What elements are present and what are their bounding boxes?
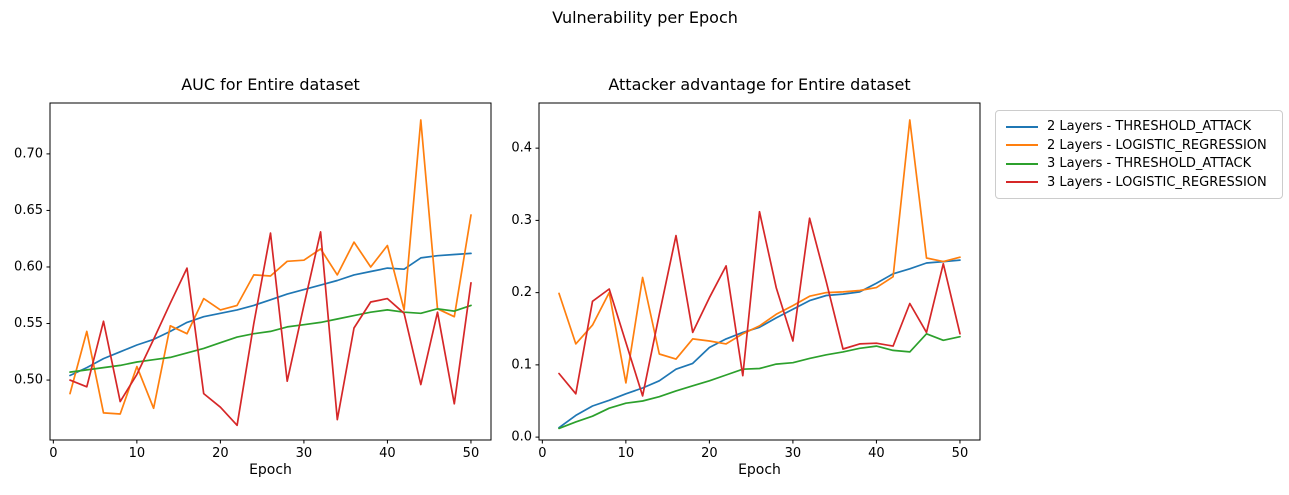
legend-line-sample-icon <box>1006 125 1038 128</box>
y-tick-label: 0.1 <box>511 357 532 372</box>
x-tick-label: 0 <box>538 446 546 461</box>
legend-item: 3 Layers - LOGISTIC_REGRESSION <box>1006 175 1272 190</box>
y-tick-label: 0.60 <box>14 259 43 274</box>
x-tick-label: 50 <box>952 446 969 461</box>
auc-chart-title: AUC for Entire dataset <box>181 75 360 94</box>
legend: 2 Layers - THRESHOLD_ATTACK 2 Layers - L… <box>995 110 1283 199</box>
plot-spines <box>538 102 981 441</box>
x-tick-label: 30 <box>296 446 313 461</box>
legend-item-label: 3 Layers - LOGISTIC_REGRESSION <box>1047 174 1267 190</box>
x-tick-label: 10 <box>618 446 635 461</box>
y-tick-label: 0.55 <box>14 316 43 331</box>
x-tick-label: 20 <box>701 446 718 461</box>
series-line <box>558 119 961 384</box>
x-tick-label: 20 <box>212 446 229 461</box>
legend-item: 2 Layers - LOGISTIC_REGRESSION <box>1006 138 1272 153</box>
series-line <box>69 231 472 427</box>
x-tick-label: 40 <box>379 446 396 461</box>
legend-line-sample-icon <box>1006 181 1038 184</box>
legend-item: 3 Layers - THRESHOLD_ATTACK <box>1006 156 1272 171</box>
legend-item-label: 2 Layers - LOGISTIC_REGRESSION <box>1047 137 1267 153</box>
legend-item-label: 3 Layers - THRESHOLD_ATTACK <box>1047 156 1252 172</box>
y-tick-label: 0.50 <box>14 373 43 388</box>
x-tick-label: 40 <box>868 446 885 461</box>
legend-item: 2 Layers - THRESHOLD_ATTACK <box>1006 119 1272 134</box>
advantage-chart-title: Attacker advantage for Entire dataset <box>608 75 911 94</box>
y-tick-label: 0.3 <box>511 213 532 228</box>
y-tick-label: 0.0 <box>511 430 532 445</box>
y-tick-label: 0.4 <box>511 141 532 156</box>
legend-item-label: 2 Layers - THRESHOLD_ATTACK <box>1047 119 1252 134</box>
x-tick-label: 0 <box>49 446 57 461</box>
x-tick-label: 50 <box>463 446 480 461</box>
series-line <box>69 252 472 377</box>
figure-suptitle: Vulnerability per Epoch <box>552 8 738 27</box>
advantage-x-axis-label: Epoch <box>738 462 781 478</box>
auc-chart-canvas: 0 10 20 30 40 50 0.50 0.55 0.60 0.65 0.70 <box>14 102 492 461</box>
y-tick-label: 0.2 <box>511 285 532 300</box>
plot-spines <box>49 102 492 441</box>
x-tick-label: 10 <box>129 446 146 461</box>
series-line <box>558 332 961 430</box>
auc-x-axis-label: Epoch <box>249 462 292 478</box>
legend-line-sample-icon <box>1006 162 1038 165</box>
y-tick-label: 0.70 <box>14 146 43 161</box>
legend-line-sample-icon <box>1006 144 1038 147</box>
series-line <box>69 119 472 415</box>
series-line <box>558 210 961 397</box>
y-tick-label: 0.65 <box>14 203 43 218</box>
x-tick-label: 30 <box>785 446 802 461</box>
advantage-chart-canvas: 0 10 20 30 40 50 0.0 0.1 0.2 0.3 0.4 <box>511 102 981 461</box>
